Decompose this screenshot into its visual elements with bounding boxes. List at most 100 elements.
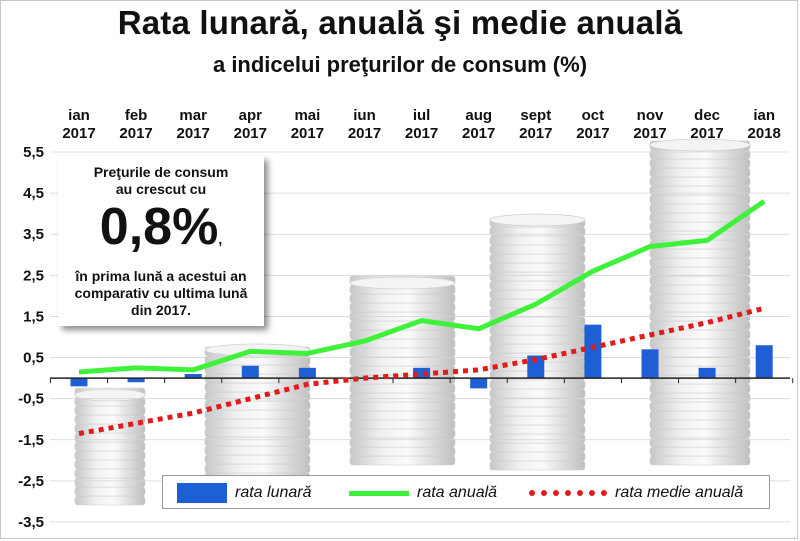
coin	[489, 334, 586, 345]
average-annual-rate-line	[78, 305, 765, 437]
coin-stack	[649, 138, 751, 466]
coin	[489, 424, 586, 435]
bar-monthly	[755, 345, 773, 379]
legend-label-average: rata medie anuală	[615, 484, 744, 501]
coin	[74, 441, 146, 452]
bar-monthly	[470, 378, 488, 389]
coin	[649, 419, 751, 430]
coin	[649, 158, 751, 169]
coin	[489, 460, 586, 471]
callout-big-value: 0,8%	[99, 198, 219, 256]
callout-line3: în prima lună a acestui an	[75, 268, 247, 284]
coin	[649, 176, 751, 187]
legend-item-annual: rata anuală	[349, 476, 497, 510]
coin	[74, 459, 146, 470]
y-tick-label: 2,5	[23, 267, 44, 284]
coin	[649, 455, 751, 466]
coin	[649, 248, 751, 259]
bar-monthly	[698, 367, 716, 379]
coin	[204, 463, 311, 474]
coin	[489, 289, 586, 300]
coin	[649, 266, 751, 277]
bar-monthly	[184, 374, 202, 379]
year-label: 2017	[291, 125, 324, 142]
coin	[74, 486, 146, 497]
coin	[649, 338, 751, 349]
month-label: aug	[465, 107, 492, 124]
month-label: mai	[294, 107, 320, 124]
monthly-rate-bars	[70, 324, 773, 389]
month-label: dec	[694, 107, 720, 124]
year-label: 2017	[405, 125, 438, 142]
coin	[649, 383, 751, 394]
annual-rate-line	[78, 199, 766, 375]
year-label: 2017	[633, 125, 666, 142]
coin	[489, 271, 586, 282]
coin	[649, 410, 751, 421]
callout-line2: au crescut cu	[115, 181, 207, 197]
coin	[204, 427, 311, 438]
legend-swatch-monthly	[177, 483, 227, 503]
year-label: 2017	[519, 125, 552, 142]
y-tick-label: 3,5	[23, 226, 44, 243]
coin	[489, 433, 586, 444]
coin	[649, 194, 751, 205]
bar-monthly	[584, 324, 602, 379]
coin	[489, 253, 586, 264]
coin	[649, 275, 751, 286]
coin	[649, 401, 751, 412]
coin	[489, 397, 586, 408]
month-label: iun	[353, 107, 376, 124]
coin	[649, 203, 751, 214]
coin	[349, 428, 456, 439]
coin	[349, 455, 456, 466]
coin	[349, 302, 456, 313]
coin	[74, 432, 146, 443]
y-tick-label: -2,5	[18, 473, 44, 490]
coin	[649, 185, 751, 196]
coin	[349, 347, 456, 358]
year-label: 2018	[748, 125, 781, 142]
coin	[649, 167, 751, 178]
month-label: apr	[239, 107, 263, 124]
coin	[74, 477, 146, 488]
coin	[74, 468, 146, 479]
coin	[489, 388, 586, 399]
coin	[204, 454, 311, 465]
coin	[349, 437, 456, 448]
coin	[74, 414, 146, 425]
coin	[649, 302, 751, 313]
year-label: 2017	[234, 125, 267, 142]
coin	[489, 451, 586, 462]
year-label: 2017	[177, 125, 210, 142]
coin	[349, 392, 456, 403]
coin	[204, 409, 311, 420]
callout-box: Preţurile de consum au crescut cu 0,8%, …	[58, 156, 264, 326]
month-label: oct	[582, 107, 605, 124]
coin-top	[649, 138, 751, 152]
bar-monthly	[527, 355, 545, 379]
coin-top	[74, 388, 146, 402]
coin	[489, 442, 586, 453]
legend-swatch-annual	[349, 490, 409, 496]
legend-item-average: rata medie anuală	[529, 476, 743, 510]
coin	[349, 293, 456, 304]
coin	[489, 415, 586, 426]
coin	[204, 418, 311, 429]
coin	[349, 329, 456, 340]
coin	[349, 446, 456, 457]
x-axis-tick-marks	[49, 378, 794, 384]
coin	[649, 293, 751, 304]
coin	[649, 329, 751, 340]
coin	[349, 365, 456, 376]
bar-monthly	[413, 367, 431, 379]
chart-title: Rata lunară, anuală şi medie anuală	[117, 4, 683, 41]
coin	[349, 401, 456, 412]
coin	[349, 356, 456, 367]
y-axis-ticks: 5,5 4,5 3,5 2,5 1,5 0,5 -0,5 -1,5 -2,5 -3,5	[18, 144, 44, 531]
coin	[349, 383, 456, 394]
callout-percentage: 0,8%,	[58, 198, 264, 268]
coin	[74, 450, 146, 461]
callout-line1: Preţurile de consum	[93, 164, 229, 180]
bar-monthly	[241, 365, 259, 379]
